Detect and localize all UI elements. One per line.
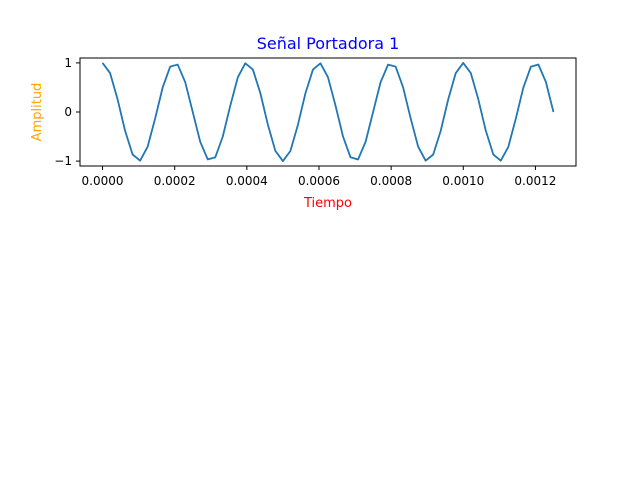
x-axis-ticks: 0.0000 0.0002 0.0004 0.0006 0.0008 0.0010 0.00… [82,166,556,188]
y-axis-ticks: 1 0 −1 [54,56,80,168]
axes-frame [79,57,577,167]
y-tick-label: 0 [64,105,72,119]
series-line [101,62,555,162]
x-tick-label: 0.0010 [442,174,484,188]
x-tick-label: 0.0012 [514,174,556,188]
x-tick-label: 0.0004 [226,174,268,188]
y-tick-label: 1 [64,56,72,70]
y-axis-label: Amplitud [30,83,45,142]
plot-area: 0.0000 0.0002 0.0004 0.0006 0.0008 0.0010 0.00… [54,56,577,188]
x-tick-label: 0.0000 [82,174,124,188]
x-tick-label: 0.0008 [370,174,412,188]
y-tick-label: −1 [54,154,72,168]
x-tick-label: 0.0002 [154,174,196,188]
x-tick-label: 0.0006 [298,174,340,188]
chart-title: Señal Portadora 1 [257,34,400,53]
x-axis-label: Tiempo [303,196,352,211]
